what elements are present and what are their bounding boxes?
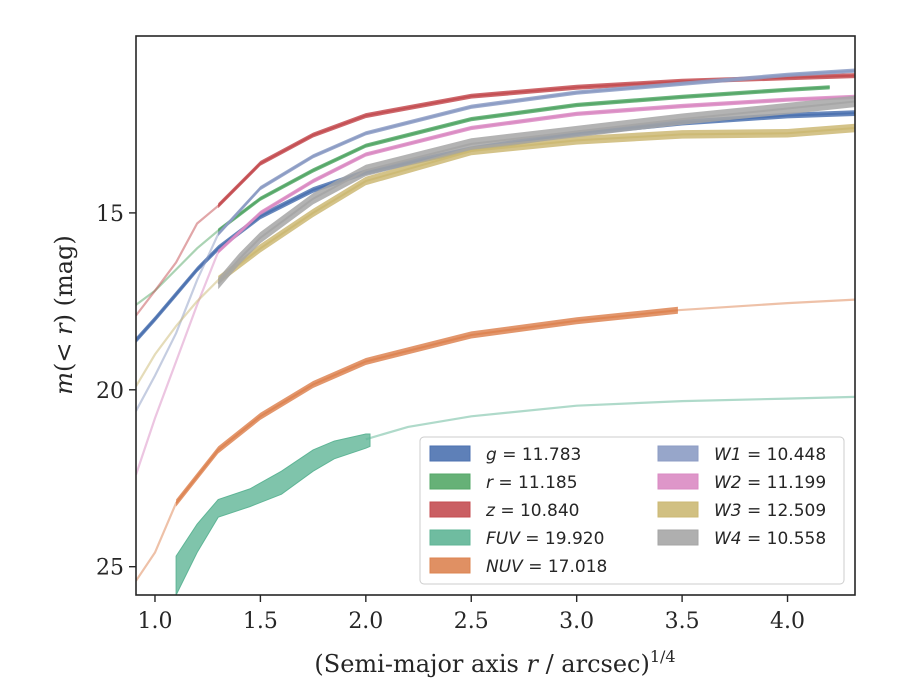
legend-swatch	[429, 473, 471, 490]
legend-swatch	[429, 529, 471, 546]
series-w2-line	[217, 95, 855, 253]
legend-item-w3: W3 = 12.509	[657, 501, 826, 521]
legend-swatch	[657, 473, 699, 490]
series-r	[136, 85, 830, 306]
legend-label: g = 11.783	[486, 445, 581, 465]
series-nuv-faint-tail	[677, 298, 855, 312]
series-layer	[136, 68, 855, 595]
legend-label: r = 11.185	[486, 473, 578, 493]
legend-item-nuv: NUV = 17.018	[429, 557, 607, 577]
legend-swatch	[657, 501, 699, 518]
x-tick-label: 1.0	[137, 609, 172, 634]
y-tick-label: 15	[96, 202, 124, 227]
legend-label: W3 = 12.509	[714, 501, 826, 521]
series-fuv	[175, 395, 855, 595]
plot-frame	[135, 35, 856, 596]
legend: g = 11.783 r = 11.185 z = 10.840 FUV = 19.9…	[419, 436, 845, 585]
legend-item-g: g = 11.783	[429, 445, 581, 465]
x-tick-label: 2.5	[454, 609, 489, 634]
x-tick-label: 3.0	[559, 609, 594, 634]
legend-label: W4 = 10.558	[714, 529, 826, 549]
legend-label: W1 = 10.448	[714, 445, 826, 465]
series-nuv-line	[175, 309, 679, 504]
x-tick-label: 1.5	[243, 609, 278, 634]
series-fuv-band	[175, 433, 371, 595]
legend-swatch	[429, 557, 471, 574]
series-w1-line	[217, 69, 855, 235]
series-r-faint-line	[136, 229, 219, 306]
legend-item-w1: W1 = 10.448	[657, 445, 826, 465]
series-w3-faint-line	[136, 279, 219, 387]
series-w1	[136, 68, 855, 412]
series-nuv-faint-line	[136, 502, 178, 582]
legend-label: W2 = 11.199	[714, 473, 826, 493]
series-w1-faint-line	[136, 233, 220, 412]
series-w3-line	[217, 127, 855, 281]
series-fuv-faint-line	[365, 395, 855, 441]
series-r-band	[218, 85, 830, 233]
legend-label: FUV = 19.920	[486, 529, 604, 549]
x-tick-label: 2.0	[348, 609, 383, 634]
y-tick-label: 25	[96, 556, 124, 581]
legend-label: z = 10.840	[485, 501, 579, 521]
series-w4-band	[218, 95, 855, 290]
legend-item-w2: W2 = 11.199	[657, 473, 826, 493]
series-w2	[136, 94, 855, 476]
legend-swatch	[657, 445, 699, 462]
legend-item-r: r = 11.185	[429, 473, 578, 493]
legend-item-fuv: FUV = 19.920	[429, 529, 604, 549]
legend-swatch	[429, 501, 471, 518]
legend-swatch	[657, 529, 699, 546]
legend-label: NUV = 17.018	[486, 557, 607, 577]
ticks-layer: 1.0 1.5 2.0 2.5 3.0 3.5 4.0 15 20 25	[96, 202, 805, 634]
legend-box	[419, 436, 845, 585]
x-tick-label: 3.5	[665, 609, 700, 634]
series-r-line	[217, 86, 830, 232]
y-tick-label: 20	[96, 379, 124, 404]
series-w4-line	[217, 100, 855, 285]
series-nuv	[136, 298, 855, 582]
legend-item-w4: W4 = 10.558	[657, 529, 826, 549]
legend-swatch	[429, 445, 471, 462]
series-w3	[136, 123, 855, 387]
series-z-faint-line	[136, 204, 219, 317]
x-axis-label: (Semi-major axis r / arcsec)1/4	[314, 647, 675, 678]
series-w4	[217, 95, 855, 290]
legend-item-z: z = 10.840	[429, 501, 579, 521]
series-w2-faint-line	[136, 251, 220, 476]
y-axis-label: m(< r) (mag)	[50, 235, 78, 395]
x-tick-label: 4.0	[770, 609, 805, 634]
